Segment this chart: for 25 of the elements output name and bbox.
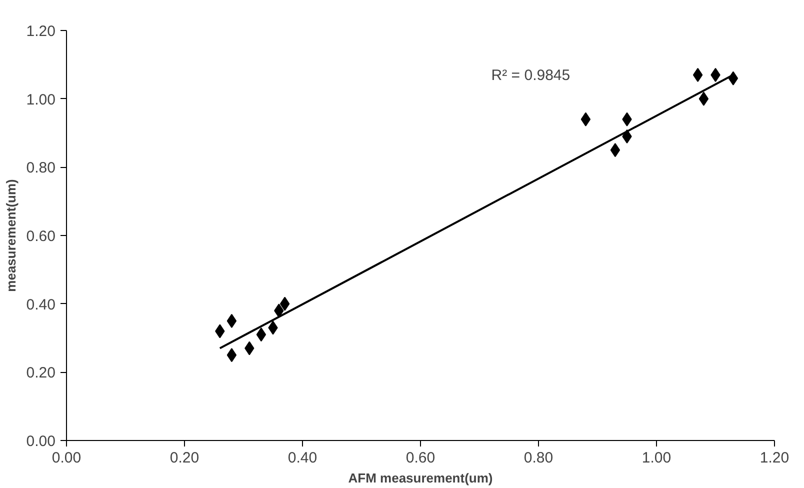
y-tick-label: 1.00 [26,91,56,108]
point [256,328,266,342]
x-tick-label: 0.60 [406,450,436,466]
x-tick-label: 1.00 [642,450,672,466]
x-tick-label: 1.20 [760,450,790,466]
x-tick-label: 0.80 [524,450,554,466]
x-tick-label: 0.00 [52,450,82,466]
y-tick-label: 0.00 [26,433,56,450]
y-tick-label: 0.40 [26,296,56,314]
point [280,296,290,311]
point [580,112,591,126]
x-tick-label: 0.20 [170,450,200,466]
y-tick-label: 0.60 [26,228,56,245]
x-tick-label: 0.40 [288,450,318,466]
y-tick-label: 1.20 [26,23,56,40]
point [226,348,237,362]
point [692,68,703,82]
point [698,92,709,106]
annotation: R² = 0.9845 [491,67,570,84]
point [226,314,237,328]
y-axis-title: measurement(um) [3,179,18,292]
point [610,143,620,158]
x-axis-title: AFM measurement(um) [348,470,493,486]
y-tick-label: 0.80 [26,160,56,177]
y-tick-label: 0.20 [26,364,56,382]
